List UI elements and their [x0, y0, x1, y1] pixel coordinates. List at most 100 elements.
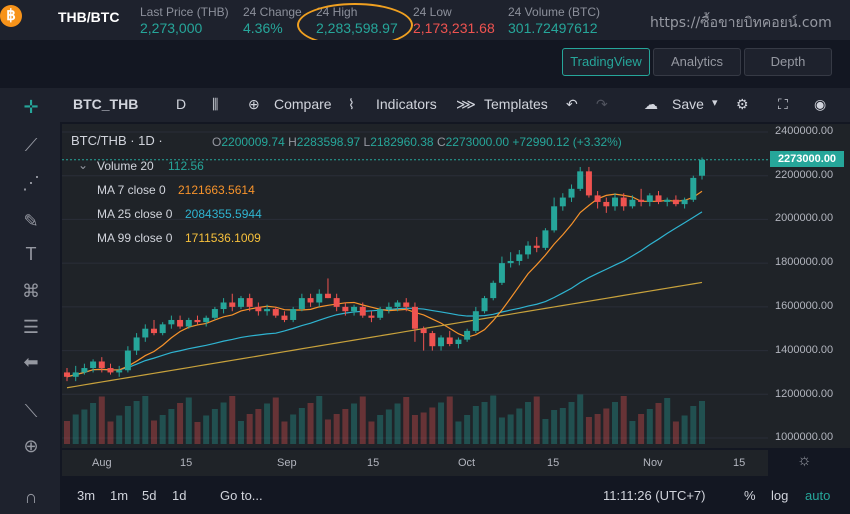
settings-icon[interactable]: ⚙ — [736, 96, 749, 112]
candle-body — [464, 330, 471, 340]
zoom-in-icon[interactable]: ⊕ — [23, 436, 39, 456]
log-toggle[interactable]: log — [771, 488, 789, 503]
save-button[interactable]: Save — [672, 96, 704, 112]
ma25-legend-value: 2084355.5944 — [185, 207, 262, 221]
percent-toggle[interactable]: % — [744, 488, 756, 503]
auto-toggle[interactable]: auto — [805, 488, 831, 503]
candle-body — [168, 319, 175, 325]
volume-bar — [577, 394, 584, 444]
range-3m[interactable]: 3m — [77, 488, 96, 503]
analytics-button[interactable]: Analytics — [653, 48, 741, 76]
pattern-icon[interactable]: ⌘ — [22, 281, 40, 301]
candle-body — [411, 306, 418, 329]
volume-bar — [98, 396, 105, 444]
cloud-icon[interactable]: ☁ — [644, 96, 658, 112]
price-tick: 1800000.00 — [775, 256, 834, 268]
current-price-tag: 2273000.00 — [770, 151, 844, 167]
ruler-icon[interactable]: ⟍ — [24, 401, 38, 421]
volume-bar — [211, 409, 218, 444]
candle-body — [307, 298, 314, 303]
volume-bar — [133, 401, 140, 444]
volume-bar — [316, 396, 323, 444]
candle-body — [655, 195, 662, 202]
range-1m[interactable]: 1m — [110, 488, 129, 503]
fib-tool-icon[interactable]: ⋰ — [22, 173, 40, 193]
collapse-legend-icon[interactable]: ⌄ — [78, 158, 89, 172]
range-5d[interactable]: 5d — [142, 488, 157, 503]
time-axis[interactable] — [62, 450, 768, 476]
candle-body — [368, 315, 375, 318]
candle-body — [646, 195, 653, 202]
brush-icon[interactable]: ✎ — [23, 211, 39, 231]
candle-body — [394, 302, 401, 307]
last-price-label: Last Price (THB) — [140, 5, 229, 19]
volume-bar — [533, 396, 540, 444]
time-tick: 15 — [547, 457, 560, 469]
change-value: 4.36% — [243, 20, 283, 36]
redo-icon[interactable]: ↷ — [596, 96, 608, 112]
magnet-icon[interactable]: ∩ — [24, 487, 38, 507]
volume-bar — [324, 419, 331, 444]
candle-body — [664, 199, 671, 202]
compare-icon[interactable]: ⊕ — [248, 96, 260, 112]
text-tool-icon[interactable]: T — [25, 244, 37, 264]
candle-body — [498, 263, 505, 283]
goto-button[interactable]: Go to... — [220, 488, 263, 503]
indicators-button[interactable]: Indicators — [376, 96, 437, 112]
templates-button[interactable]: Templates — [484, 96, 548, 112]
indicators-icon[interactable]: ⌇ — [348, 96, 355, 112]
candle-body — [272, 309, 279, 316]
fullscreen-icon[interactable]: ⛶ — [778, 96, 788, 112]
volume-bar — [185, 397, 192, 444]
symbol-search[interactable]: BTC_THB — [73, 96, 139, 112]
candle-body — [203, 317, 210, 323]
save-dropdown-icon[interactable]: ▾ — [712, 97, 718, 109]
crosshair-icon[interactable]: ✛ — [23, 97, 39, 117]
candle-body — [359, 306, 366, 316]
ma7-legend-value: 2121663.5614 — [178, 183, 255, 197]
back-arrow-icon[interactable]: ⬅ — [23, 352, 39, 372]
candle-body — [612, 197, 619, 207]
volume-bar — [107, 421, 114, 444]
undo-icon[interactable]: ↶ — [566, 96, 578, 112]
interval-select[interactable]: D — [176, 96, 187, 112]
candle-body — [177, 319, 184, 327]
candles-icon[interactable]: ⫼ — [212, 96, 219, 112]
volume-legend-value: 112.56 — [168, 159, 204, 173]
candle-body — [516, 254, 523, 261]
candle-body — [551, 206, 558, 231]
chart-pane[interactable] — [62, 124, 768, 448]
volume-legend-label: Volume 20 — [97, 159, 154, 173]
candle-body — [342, 306, 349, 312]
candle-body — [490, 282, 497, 299]
candle-body — [568, 188, 575, 198]
legend-title: BTC/THB · 1D · — [71, 133, 163, 148]
volume-bar — [525, 402, 532, 444]
screenshot-icon[interactable]: ◉ — [814, 96, 827, 112]
volume-label: 24 Volume (BTC) — [508, 5, 601, 19]
clock: 11:11:26 (UTC+7) — [603, 488, 706, 503]
volume-bar — [429, 407, 436, 444]
candle-body — [455, 339, 462, 345]
ma99-legend-label: MA 99 close 0 — [97, 231, 173, 245]
volume-bar — [629, 421, 636, 444]
candle-body — [533, 245, 540, 248]
candle-body — [559, 197, 566, 207]
prediction-icon[interactable]: ☰ — [22, 317, 40, 337]
range-1d[interactable]: 1d — [172, 488, 187, 503]
trendline-icon[interactable]: ⟋ — [24, 135, 38, 155]
depth-button[interactable]: Depth — [744, 48, 832, 76]
change-label: 24 Change — [243, 5, 302, 19]
candle-body — [194, 319, 201, 323]
candle-body — [281, 315, 288, 320]
templates-icon[interactable]: ⋙ — [456, 96, 476, 112]
volume-bar — [620, 396, 627, 444]
candle-body — [420, 328, 427, 334]
volume-bar — [385, 409, 392, 444]
candle-body — [133, 337, 140, 351]
compare-button[interactable]: Compare — [274, 96, 332, 112]
candle-body — [185, 319, 192, 327]
axis-settings-icon[interactable]: ☼ — [797, 452, 812, 469]
tradingview-button[interactable]: TradingView — [562, 48, 650, 76]
price-axis[interactable] — [768, 124, 850, 448]
